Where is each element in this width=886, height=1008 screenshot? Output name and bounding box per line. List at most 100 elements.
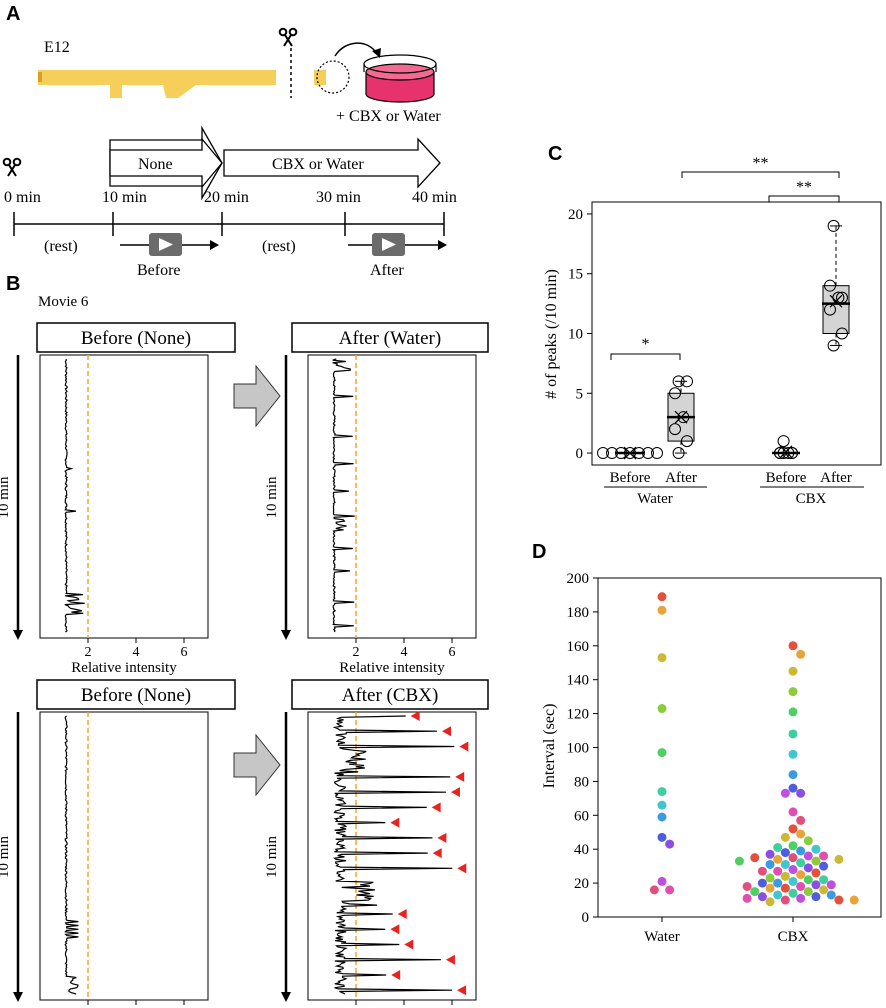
data-point <box>669 423 681 436</box>
stage-label: E12 <box>44 39 70 56</box>
interval-point <box>780 788 790 798</box>
y-tick-label: 10 <box>568 327 583 343</box>
swarm-plot-frame <box>597 577 882 918</box>
significance-bracket <box>768 195 840 202</box>
x-category-label: After <box>665 470 697 486</box>
x-category-label: After <box>820 470 852 486</box>
trace-title: Before (None) <box>81 328 191 349</box>
data-point <box>669 387 681 400</box>
transition-arrow <box>233 364 281 428</box>
tube-body <box>38 70 276 85</box>
interval-point <box>657 832 667 842</box>
interval-point <box>765 897 775 907</box>
tube-branch <box>110 85 122 98</box>
interval-point <box>788 707 798 717</box>
trace-title: After (Water) <box>339 328 441 349</box>
x-tick-label: 4 <box>401 645 408 660</box>
data-point <box>677 411 690 424</box>
peak-marker <box>450 787 460 798</box>
arrow-none-label: None <box>138 156 173 173</box>
intensity-trace <box>332 715 455 995</box>
data-point <box>827 339 840 352</box>
x-tick-label: 4 <box>133 645 140 660</box>
interval-point <box>796 846 806 856</box>
x-tick-label: 2 <box>353 645 360 660</box>
trace-plot-frame <box>307 711 477 1001</box>
peak-marker <box>390 817 400 828</box>
y-axis-label: Interval (sec) <box>541 704 558 789</box>
significance-bracket <box>610 353 681 360</box>
interval-point <box>803 875 813 885</box>
peak-marker <box>404 939 414 950</box>
data-point <box>681 375 693 388</box>
interval-point <box>788 824 798 834</box>
embryo-tube-illustration <box>38 70 276 98</box>
movie-play-icon <box>120 233 219 256</box>
arrow-cbx <box>223 137 441 189</box>
y-tick-label: 20 <box>574 876 589 892</box>
y-tick-label: 100 <box>567 741 590 757</box>
interval-point <box>773 866 783 876</box>
interval-point <box>657 592 667 602</box>
y-tick-label: 160 <box>567 639 590 655</box>
interval-point <box>665 839 675 849</box>
arrow-none <box>109 137 223 189</box>
tube-branch-angled <box>163 85 196 98</box>
interval-point <box>780 832 790 842</box>
interval-point <box>657 605 667 615</box>
interval-point <box>657 704 667 714</box>
data-point <box>672 375 685 388</box>
interval-point <box>803 851 813 861</box>
interval-point <box>796 858 806 868</box>
interval-point <box>649 885 659 895</box>
panel-label-b: B <box>6 273 20 295</box>
interval-point <box>849 895 859 905</box>
interval-point <box>819 861 829 871</box>
peak-marker <box>390 924 400 935</box>
x-axis-label: Relative intensity <box>71 660 177 676</box>
interval-point <box>750 853 760 863</box>
data-point <box>681 435 693 448</box>
y-tick-label: 40 <box>574 842 589 858</box>
rest-label-2: (rest) <box>262 238 296 255</box>
interval-point <box>765 859 775 869</box>
y-tick-label: 140 <box>567 673 590 689</box>
mean-marker <box>674 410 688 424</box>
trace-plot-frame <box>39 354 209 639</box>
peak-marker <box>437 832 447 843</box>
interval-point <box>826 890 836 900</box>
y-tick-label: 5 <box>576 386 584 402</box>
data-point <box>777 447 790 460</box>
time-label: 10 min <box>0 476 12 519</box>
swarm-chart: 0 20 40 60 80 100 120 140 160 180 200 Interval (sec… <box>541 571 882 945</box>
x-tick-label: 6 <box>449 645 456 660</box>
box-chart: 0 5 10 15 20 # of peaks (/10 min) Before After B… <box>543 155 882 507</box>
peak-marker <box>457 863 467 874</box>
scissors-icon-timeline <box>2 157 22 177</box>
x-tick-label: 6 <box>181 645 188 660</box>
interval-point <box>788 729 798 739</box>
interval-point <box>780 883 790 893</box>
y-tick-label: 180 <box>567 605 590 621</box>
interval-point <box>657 787 667 797</box>
interval-point <box>757 866 767 876</box>
x-tick-label: 2 <box>85 645 92 660</box>
peak-marker <box>445 954 455 965</box>
transition-arrow <box>233 733 281 797</box>
time-10: 10 min <box>102 189 147 206</box>
data-point <box>836 291 848 304</box>
data-point <box>777 435 790 448</box>
interval-point <box>788 865 798 875</box>
x-category-label: CBX <box>778 929 809 945</box>
data-point <box>836 327 848 340</box>
intensity-trace <box>64 715 79 995</box>
panel-label-c: C <box>548 143 562 165</box>
peak-marker <box>442 726 452 737</box>
significance-label: ** <box>753 155 769 172</box>
interval-point <box>834 854 844 864</box>
interval-point <box>773 854 783 864</box>
y-tick-label: 0 <box>576 446 584 462</box>
arrow-cbx-label: CBX or Water <box>272 156 364 173</box>
time-arrowhead <box>281 630 291 640</box>
